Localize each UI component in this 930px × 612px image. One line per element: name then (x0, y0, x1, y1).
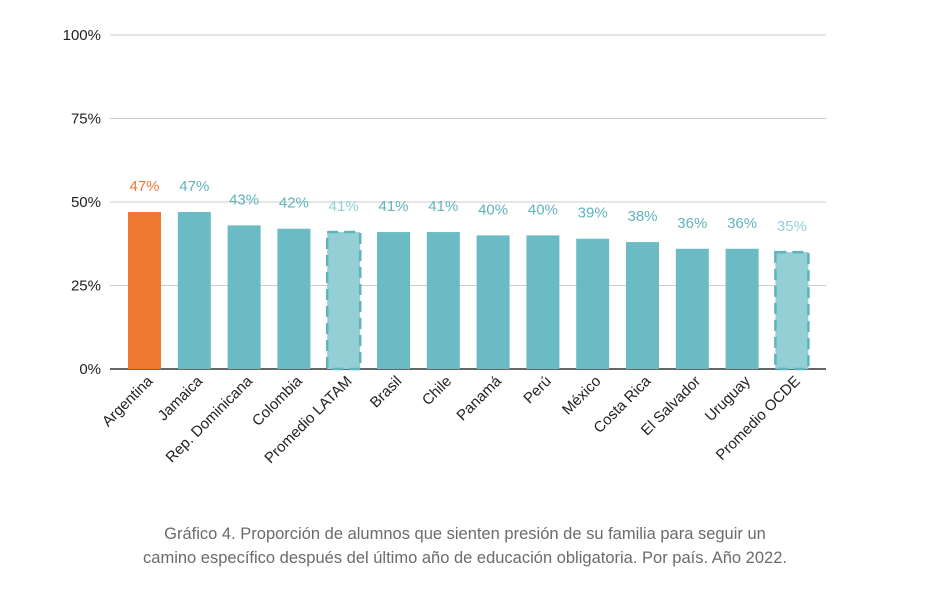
x-category-label: Promedio LATAM (261, 373, 355, 467)
bars (128, 212, 810, 371)
x-category-label: México (559, 373, 605, 419)
data-label: 40% (528, 201, 558, 218)
data-label: 41% (428, 198, 458, 215)
data-label: 43% (229, 191, 259, 208)
bar-chart: 0% 25% 50% 75% 100% 47% 47% 43% 42% 41% 41% 41% 40%… (63, 27, 826, 467)
y-tick-label: 0% (79, 361, 101, 378)
data-label: 41% (329, 198, 359, 215)
data-label: 36% (727, 215, 757, 232)
y-tick-label: 25% (71, 278, 101, 295)
data-label: 35% (777, 218, 807, 235)
bar-argentina (128, 212, 161, 369)
data-label: 47% (129, 178, 159, 195)
data-label: 38% (627, 208, 657, 225)
x-category-label: Perú (520, 373, 554, 407)
y-axis-tick-labels: 0% 25% 50% 75% 100% (63, 27, 101, 378)
data-label: 40% (478, 201, 508, 218)
chart-caption: Gráfico 4. Proporción de alumnos que sie… (0, 522, 930, 570)
y-tick-label: 75% (71, 111, 101, 128)
bar-méxico (576, 238, 610, 369)
bar-rep-dominicana (227, 225, 261, 369)
x-category-label: Rep. Dominicana (163, 372, 257, 466)
y-tick-label: 50% (71, 194, 101, 211)
x-category-label: Brasil (367, 373, 406, 412)
gridlines (110, 34, 826, 370)
data-label: 47% (179, 178, 209, 195)
bar-promedio-ocde (774, 250, 810, 371)
x-category-label: Chile (419, 373, 455, 409)
data-label: 41% (378, 198, 408, 215)
bar-jamaica (177, 212, 211, 369)
x-category-label: Panamá (453, 372, 505, 424)
bar-colombia (277, 228, 311, 369)
caption-line-1: Gráfico 4. Proporción de alumnos que sie… (164, 525, 766, 543)
bar-brasil (377, 232, 410, 369)
bar-costa-rica (626, 242, 659, 369)
y-tick-label: 100% (63, 27, 101, 44)
bar-el-salvador (675, 248, 709, 369)
data-label: 36% (677, 215, 707, 232)
bar-panamá (476, 235, 510, 369)
bar-promedio-latam (325, 230, 362, 371)
x-category-label: Argentina (99, 372, 157, 430)
caption-line-2: camino específico después del último año… (143, 549, 787, 567)
x-category-label: Promedio OCDE (713, 373, 804, 464)
x-category-label: Jamaica (155, 372, 207, 424)
data-label: 42% (279, 195, 309, 212)
bar-uruguay (725, 248, 759, 369)
data-labels: 47% 47% 43% 42% 41% 41% 41% 40% 40% 39% 38% 36% 36% 3… (129, 178, 806, 235)
data-label: 39% (578, 205, 608, 222)
bar-perú (526, 235, 560, 369)
bar-chile (426, 232, 460, 369)
